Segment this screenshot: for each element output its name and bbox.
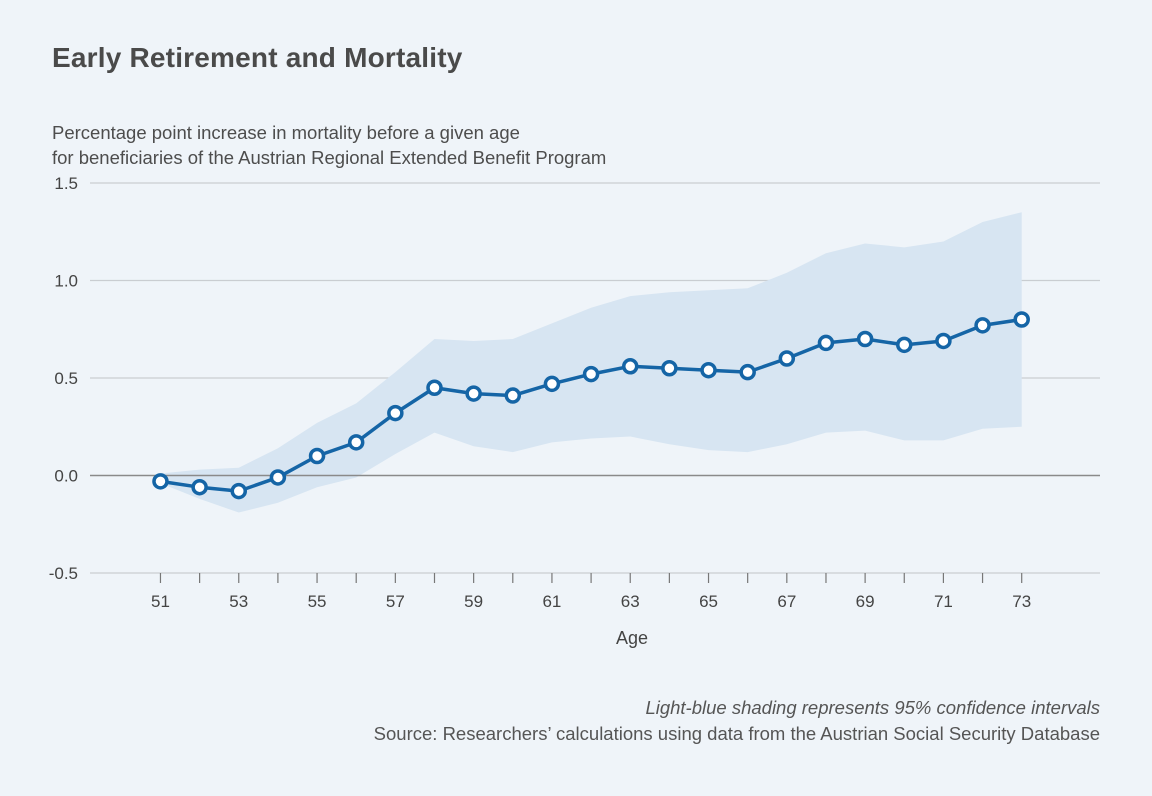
data-point (269, 469, 287, 486)
x-tick-label: 55 (308, 592, 327, 611)
confidence-note: Light-blue shading represents 95% confid… (645, 697, 1100, 718)
data-point (152, 473, 169, 490)
x-tick-label: 61 (542, 592, 561, 611)
chart-subtitle: Percentage point increase in mortality b… (52, 120, 606, 170)
x-tick-label: 73 (1012, 592, 1031, 611)
y-tick-label: 1.0 (54, 272, 78, 291)
source-note: Source: Researchers’ calculations using … (373, 723, 1100, 744)
data-point (661, 360, 678, 377)
confidence-band (160, 212, 1022, 513)
data-point (504, 387, 522, 404)
data-point (387, 404, 404, 422)
y-tick-label: 0.5 (54, 369, 78, 388)
data-point (856, 330, 874, 348)
data-point (582, 365, 600, 383)
x-tick-label: 53 (229, 592, 248, 611)
data-point (230, 482, 248, 500)
x-tick-label: 59 (464, 592, 483, 611)
x-tick-label: 67 (777, 592, 796, 611)
data-point (465, 385, 482, 402)
chart-title: Early Retirement and Mortality (52, 42, 463, 73)
series-markers (152, 311, 1030, 500)
x-tick-label: 69 (856, 592, 875, 611)
data-point (700, 361, 717, 379)
data-point (817, 334, 835, 352)
data-point (935, 332, 952, 350)
y-tick-label: -0.5 (49, 564, 78, 583)
y-tick-label: 1.5 (54, 174, 78, 193)
x-tick-label: 65 (699, 592, 718, 611)
data-point (778, 350, 796, 367)
x-tick-label: 71 (934, 592, 953, 611)
data-point (896, 336, 913, 354)
tick-labels: -0.5 0.0 0.5 1.0 1.5 51 53 55 57 59 61 63 65 67 69 71 73… (49, 174, 1031, 648)
axes (90, 474, 1100, 583)
confidence-band-area (160, 212, 1022, 513)
data-point (1013, 311, 1030, 328)
x-tick-label: 63 (621, 592, 640, 611)
subtitle-line-1: Percentage point increase in mortality b… (52, 122, 520, 143)
y-tick-label: 0.0 (54, 467, 78, 486)
data-point (191, 478, 208, 496)
data-point (621, 358, 639, 375)
data-point (308, 447, 326, 465)
data-point (739, 363, 756, 381)
data-point (347, 434, 365, 451)
data-point (426, 379, 443, 396)
x-axis-title: Age (616, 628, 648, 648)
data-point (543, 375, 561, 393)
subtitle-line-2: for beneficiaries of the Austrian Region… (52, 147, 607, 168)
x-tick-label: 51 (151, 592, 170, 611)
x-tick-label: 57 (386, 592, 405, 611)
data-point (974, 317, 991, 334)
